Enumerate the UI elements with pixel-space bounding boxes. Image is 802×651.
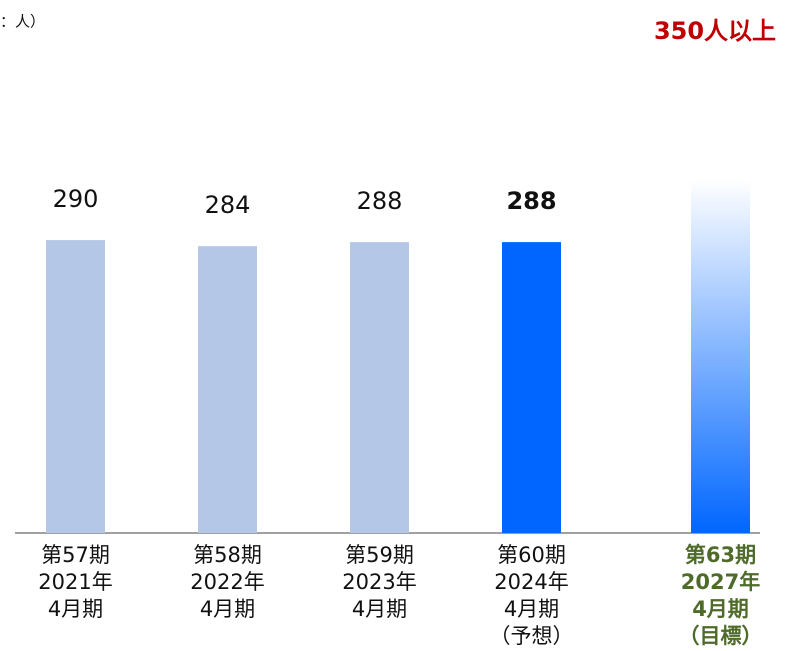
x-tick-label: 2023年 bbox=[342, 570, 416, 594]
x-tick-label: 4月期 bbox=[352, 597, 407, 621]
x-tick-label: 第57期 bbox=[41, 543, 110, 567]
bar bbox=[691, 179, 750, 533]
bar bbox=[46, 240, 105, 533]
x-tick-label: 4月期 bbox=[48, 597, 103, 621]
x-tick-label: 4月期 bbox=[504, 597, 559, 621]
x-tick-label: 2022年 bbox=[190, 570, 264, 594]
x-tick-label: 2027年 bbox=[681, 570, 760, 594]
value-label: 290 bbox=[53, 185, 99, 213]
value-label: 288 bbox=[506, 187, 556, 215]
x-tick-label: 2024年 bbox=[494, 570, 568, 594]
x-tick-label: 第63期 bbox=[685, 543, 756, 567]
x-tick-label: 4月期 bbox=[200, 597, 255, 621]
x-tick-label: 4月期 bbox=[692, 597, 749, 621]
bar bbox=[350, 242, 409, 533]
value-label: 284 bbox=[205, 191, 251, 219]
x-tick-label: 2021年 bbox=[38, 570, 112, 594]
unit-note: ：人） bbox=[0, 13, 45, 31]
x-tick-label: 第60期 bbox=[497, 543, 566, 567]
x-tick-label: 第59期 bbox=[345, 543, 414, 567]
bar bbox=[502, 242, 561, 533]
bar bbox=[198, 246, 257, 533]
x-tick-label: 第58期 bbox=[193, 543, 262, 567]
value-label: 288 bbox=[357, 187, 403, 215]
value-label: 350人以上 bbox=[654, 17, 776, 45]
x-tick-label: （予想） bbox=[490, 624, 574, 648]
x-tick-label: （目標） bbox=[679, 624, 763, 648]
